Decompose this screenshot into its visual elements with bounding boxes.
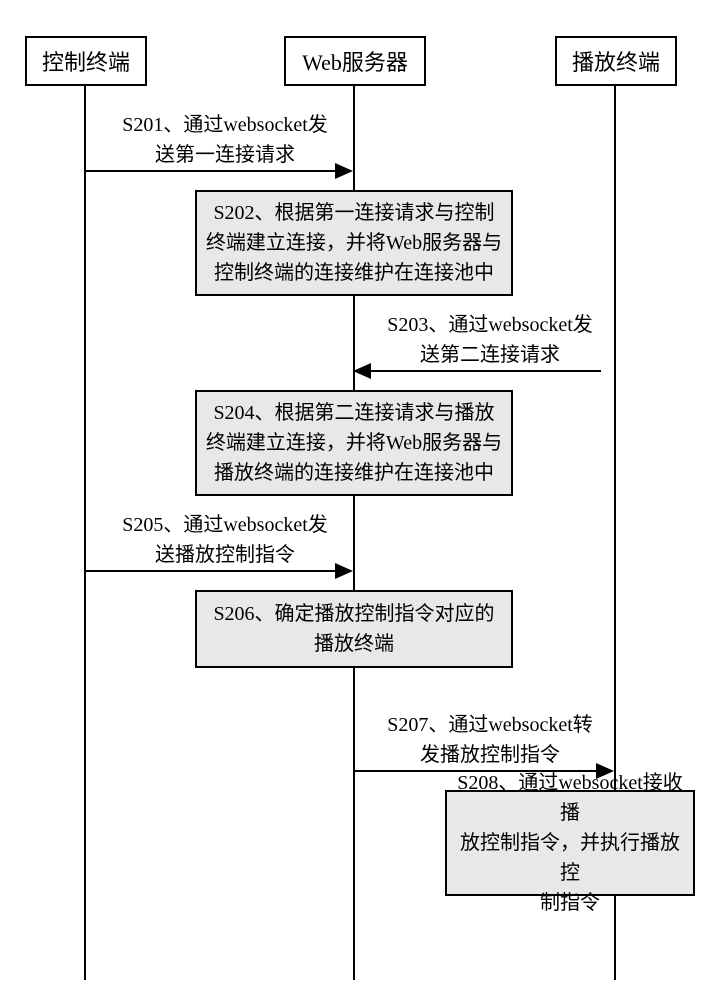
message-label-s203: S203、通过websocket发送第二连接请求	[370, 310, 610, 370]
actor-web: Web服务器	[284, 36, 426, 86]
message-label-s201: S201、通过websocket发送第一连接请求	[105, 110, 345, 170]
arrow-head-s203	[353, 363, 371, 379]
message-label-s207: S207、通过websocket转发播放控制指令	[370, 710, 610, 770]
actor-control: 控制终端	[25, 36, 147, 86]
process-s204: S204、根据第二连接请求与播放终端建立连接，并将Web服务器与播放终端的连接维…	[195, 390, 513, 496]
process-s206: S206、确定播放控制指令对应的播放终端	[195, 590, 513, 668]
arrow-line-s205	[85, 570, 340, 572]
arrow-line-s201	[85, 170, 340, 172]
process-s208: S208、通过websocket接收播放控制指令，并执行播放控制指令	[445, 790, 695, 896]
arrow-line-s203	[354, 370, 601, 372]
process-s202: S202、根据第一连接请求与控制终端建立连接，并将Web服务器与控制终端的连接维…	[195, 190, 513, 296]
message-label-s205: S205、通过websocket发送播放控制指令	[105, 510, 345, 570]
lifeline-control	[84, 82, 86, 980]
actor-play: 播放终端	[555, 36, 677, 86]
